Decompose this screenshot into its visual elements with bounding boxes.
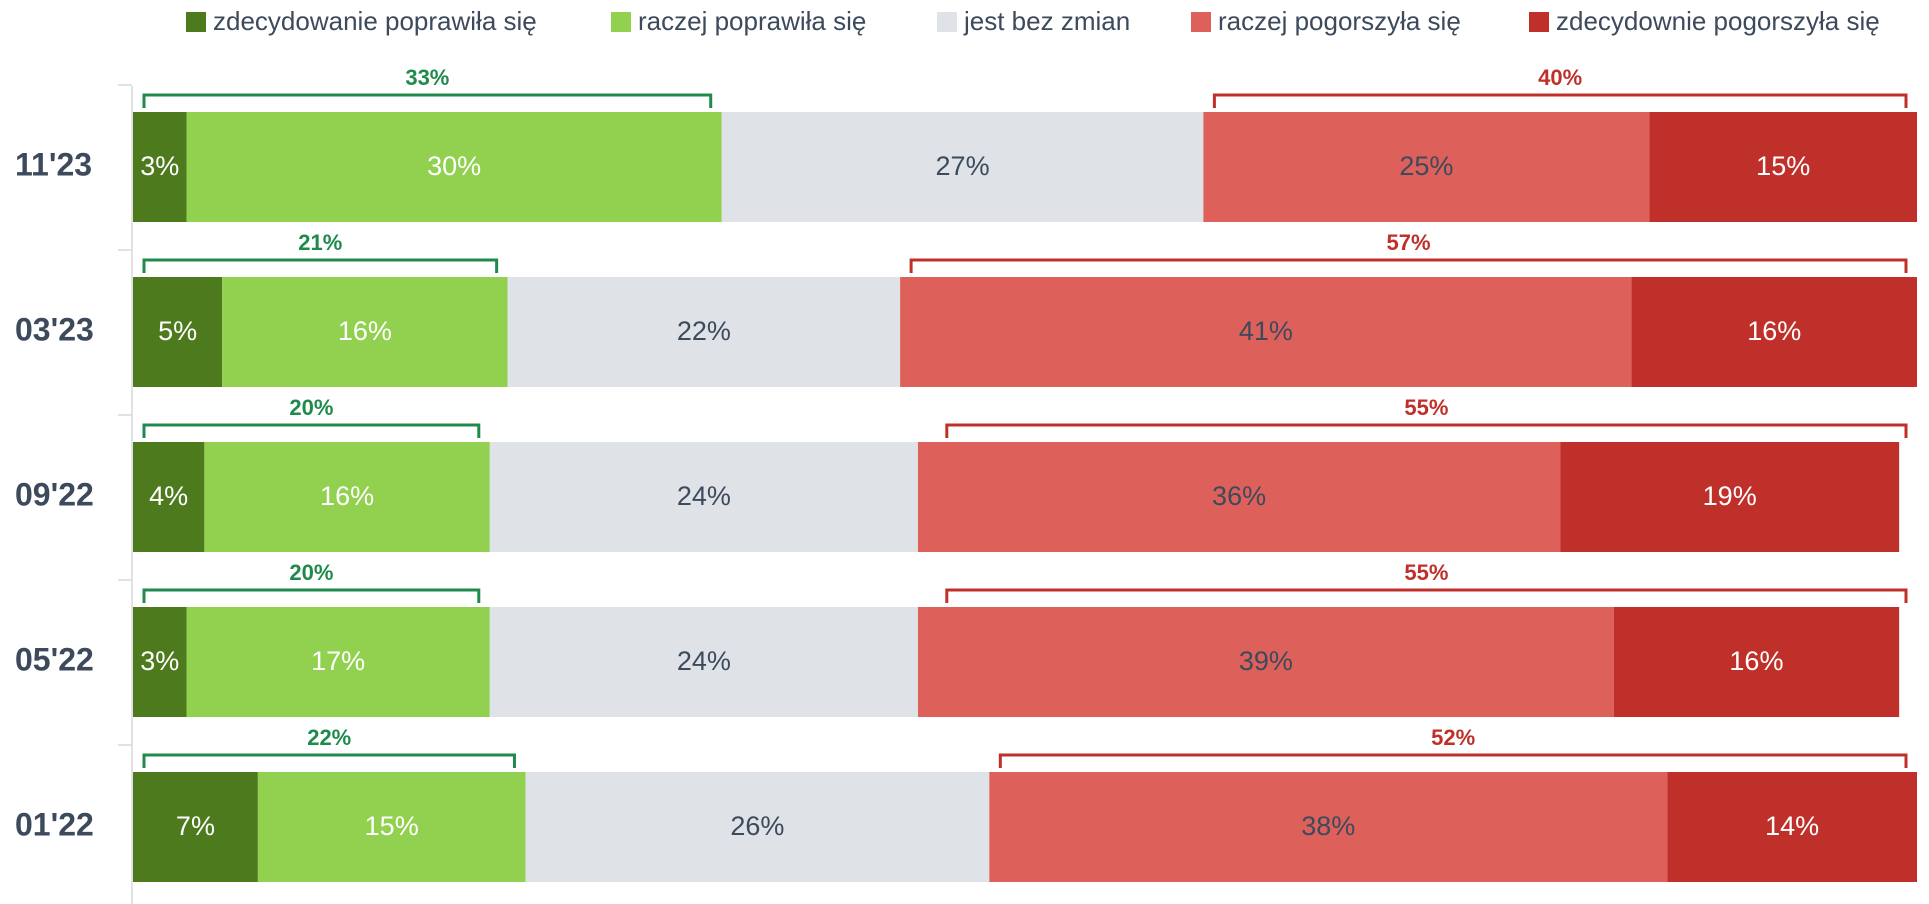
data-label: 24%	[677, 481, 731, 511]
bar-segment	[133, 112, 187, 222]
bracket-label: 57%	[1387, 230, 1431, 255]
bracket-label: 20%	[289, 395, 333, 420]
bar-segment	[186, 112, 722, 222]
bar-segment	[257, 772, 526, 882]
bar-segment	[1649, 112, 1917, 222]
bracket	[998, 753, 1908, 768]
data-label: 4%	[149, 481, 188, 511]
data-label: 41%	[1239, 316, 1293, 346]
bar-segment	[204, 442, 490, 552]
bar-segment	[1613, 607, 1900, 717]
bar-segment	[1667, 772, 1917, 882]
bracket	[1212, 93, 1908, 108]
bracket-label: 20%	[289, 560, 333, 585]
bracket-label: 22%	[307, 725, 351, 750]
legend-swatch	[1191, 12, 1211, 32]
data-label: 3%	[140, 646, 179, 676]
bracket	[945, 423, 1908, 438]
legend-label: raczej poprawiła się	[638, 6, 866, 36]
legend-label: raczej pogorszyła się	[1218, 6, 1461, 36]
bar-segment	[489, 607, 918, 717]
legend-swatch	[937, 12, 957, 32]
legend-label: jest bez zmian	[963, 6, 1130, 36]
bracket	[945, 588, 1908, 603]
legend-swatch	[611, 12, 631, 32]
bar-segment	[133, 277, 223, 387]
data-label: 15%	[1756, 151, 1810, 181]
data-label: 17%	[311, 646, 365, 676]
bar-segment	[489, 442, 918, 552]
bracket-label: 52%	[1431, 725, 1475, 750]
bar-segment	[507, 277, 901, 387]
legend-swatch	[186, 12, 206, 32]
data-label: 38%	[1301, 811, 1355, 841]
bar-segment	[1560, 442, 1900, 552]
bracket	[142, 93, 713, 108]
data-label: 25%	[1399, 151, 1453, 181]
data-label: 15%	[365, 811, 419, 841]
legend-label: zdecydownie pogorszyła się	[1556, 6, 1880, 36]
bracket	[142, 258, 499, 273]
bar-segment	[989, 772, 1668, 882]
bracket-label: 55%	[1404, 560, 1448, 585]
data-label: 30%	[427, 151, 481, 181]
data-label: 16%	[1747, 316, 1801, 346]
data-label: 14%	[1765, 811, 1819, 841]
bracket-label: 40%	[1538, 65, 1582, 90]
bracket	[142, 753, 516, 768]
bar-segment	[133, 607, 187, 717]
bar-segment	[1203, 112, 1650, 222]
data-label: 27%	[936, 151, 990, 181]
y-tick-label: 05'22	[15, 641, 94, 677]
bracket	[909, 258, 1908, 273]
data-label: 7%	[176, 811, 215, 841]
bar-segment	[222, 277, 508, 387]
bar-segment	[917, 442, 1561, 552]
bracket-label: 33%	[405, 65, 449, 90]
data-label: 22%	[677, 316, 731, 346]
legend-label: zdecydowanie poprawiła się	[213, 6, 537, 36]
data-label: 16%	[320, 481, 374, 511]
data-label: 19%	[1703, 481, 1757, 511]
y-tick-label: 01'22	[15, 806, 94, 842]
bar-segment	[1631, 277, 1917, 387]
bracket	[142, 588, 481, 603]
bar-segment	[133, 442, 205, 552]
y-tick-label: 09'22	[15, 476, 94, 512]
bracket	[142, 423, 481, 438]
data-label: 26%	[730, 811, 784, 841]
bar-segment	[721, 112, 1204, 222]
data-label: 24%	[677, 646, 731, 676]
data-label: 16%	[1729, 646, 1783, 676]
data-label: 3%	[140, 151, 179, 181]
bar-segment	[186, 607, 490, 717]
data-label: 36%	[1212, 481, 1266, 511]
legend-swatch	[1529, 12, 1549, 32]
y-tick-label: 11'23	[15, 146, 92, 182]
data-label: 5%	[158, 316, 197, 346]
bracket-label: 55%	[1404, 395, 1448, 420]
bar-segment	[900, 277, 1632, 387]
y-tick-label: 03'23	[15, 311, 94, 347]
data-label: 39%	[1239, 646, 1293, 676]
bar-segment	[525, 772, 990, 882]
data-label: 16%	[338, 316, 392, 346]
bar-segment	[133, 772, 258, 882]
bar-segment	[917, 607, 1614, 717]
bracket-label: 21%	[298, 230, 342, 255]
